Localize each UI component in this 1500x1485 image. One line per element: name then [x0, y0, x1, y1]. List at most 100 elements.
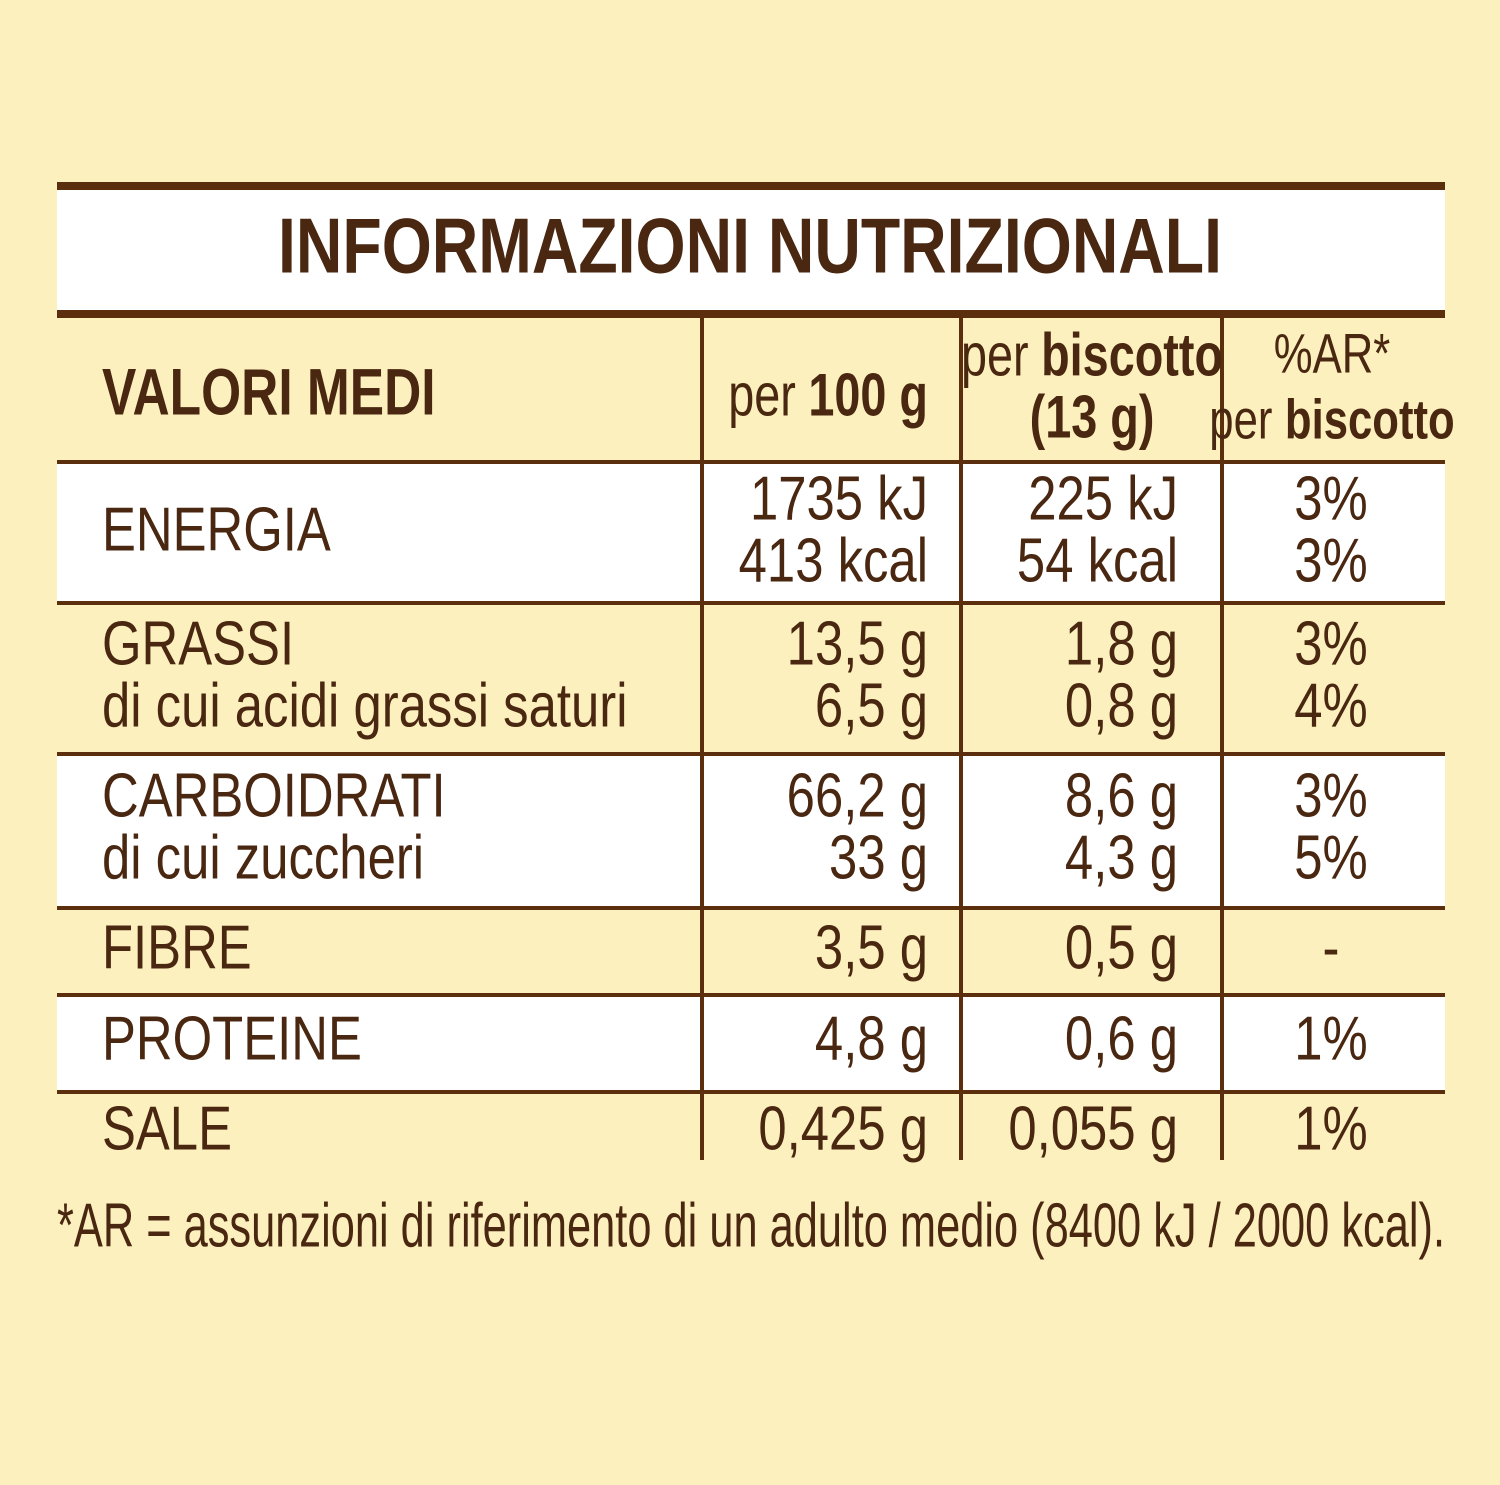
cell-value: 1%	[1294, 1005, 1367, 1074]
row-band	[57, 464, 1445, 602]
cell-value-group: 3%	[1294, 762, 1367, 831]
cell-value-group: 6,5 g	[815, 672, 928, 741]
cell-value-group: 0,055 g	[1008, 1095, 1178, 1164]
cell-value-group: 33 g	[829, 824, 928, 893]
cell-value-group: 1,8 g	[1065, 610, 1178, 679]
header-text: %AR*	[1274, 323, 1390, 385]
footnote: *AR = assunzioni di riferimento di un ad…	[57, 1191, 1445, 1260]
cell-value-group: 3%	[1294, 610, 1367, 679]
cell-value: 54 kcal	[1017, 527, 1178, 596]
row-label-group: CARBOIDRATI	[102, 762, 446, 831]
cell-value-group: 13,5 g	[787, 610, 928, 679]
cell-value: 1%	[1294, 1095, 1367, 1164]
row-label-group: GRASSI	[102, 610, 294, 679]
cell-value-group: 225 kJ	[1028, 465, 1178, 534]
cell-value-group: 8,6 g	[1065, 762, 1178, 831]
cell-value: 0,425 g	[758, 1095, 928, 1164]
row-label: GRASSI	[102, 610, 294, 679]
rules	[57, 182, 1445, 1160]
cell-value: 225 kJ	[1028, 465, 1178, 534]
cell-value: 3%	[1294, 610, 1367, 679]
header-text: biscotto	[1285, 389, 1455, 451]
cell-value: 66,2 g	[787, 762, 928, 831]
cell-value: 4,3 g	[1065, 824, 1178, 893]
cell-value: 1,8 g	[1065, 610, 1178, 679]
row-label: di cui zuccheri	[102, 824, 424, 893]
cell-value: -	[1323, 914, 1340, 983]
header-cell: per biscotto	[1209, 389, 1454, 451]
row-label: CARBOIDRATI	[102, 762, 446, 831]
header-cell-group: per biscotto	[1209, 389, 1454, 451]
row-label-group: di cui acidi grassi saturi	[102, 672, 627, 741]
row-label-group: di cui zuccheri	[102, 824, 424, 893]
row-label-group: PROTEINE	[102, 1005, 362, 1074]
cell-value: 3,5 g	[815, 914, 928, 983]
cell-value: 4,8 g	[815, 1005, 928, 1074]
row-label: di cui acidi grassi saturi	[102, 672, 627, 741]
cell-value-group: 54 kcal	[1017, 527, 1178, 596]
cell-value: 0,5 g	[1065, 914, 1178, 983]
row-label-group: FIBRE	[102, 914, 252, 983]
cell-value-group: 3%	[1294, 527, 1367, 596]
header-text: 100 g	[808, 362, 928, 429]
header-cell-group: per biscotto	[961, 322, 1223, 389]
row-label-group: SALE	[102, 1095, 232, 1164]
cell-value-group: 4,3 g	[1065, 824, 1178, 893]
cell-value: 4%	[1294, 672, 1367, 741]
cell-value: 5%	[1294, 824, 1367, 893]
cell-value-group: 4%	[1294, 672, 1367, 741]
cell-value-group: 0,425 g	[758, 1095, 928, 1164]
header-cell: per biscotto	[961, 322, 1223, 389]
cell-value: 0,8 g	[1065, 672, 1178, 741]
cell-value: 6,5 g	[815, 672, 928, 741]
cell-value-group: 1%	[1294, 1005, 1367, 1074]
cell-value-group: 413 kcal	[739, 527, 928, 596]
cell-value-group: 66,2 g	[787, 762, 928, 831]
title-band	[57, 190, 1445, 312]
cell-value-group: 1%	[1294, 1095, 1367, 1164]
header-cell: (13 g)	[1030, 384, 1155, 451]
header-text: per	[961, 322, 1029, 389]
header-label: VALORI MEDI	[102, 354, 436, 429]
cell-value: 0,6 g	[1065, 1005, 1178, 1074]
cell-value-group: -	[1323, 914, 1340, 983]
header-cell-group: %AR*	[1274, 323, 1390, 385]
cell-value: 8,6 g	[1065, 762, 1178, 831]
cell-value: 13,5 g	[787, 610, 928, 679]
cell-value-group: 5%	[1294, 824, 1367, 893]
header-text: per	[728, 362, 796, 429]
header-cell: %AR*	[1274, 323, 1390, 385]
cell-value-group: 4,8 g	[815, 1005, 928, 1074]
cell-value: 33 g	[829, 824, 928, 893]
header-text: biscotto	[1041, 322, 1223, 389]
row-label-group: ENERGIA	[102, 496, 331, 565]
title: INFORMAZIONI NUTRIZIONALI	[278, 202, 1222, 290]
cell-value-group: 0,8 g	[1065, 672, 1178, 741]
cell-value-group: 0,6 g	[1065, 1005, 1178, 1074]
cell-value-group: 3%	[1294, 465, 1367, 534]
row-label: SALE	[102, 1095, 232, 1164]
header-cell-group: per 100 g	[728, 362, 928, 429]
cell-value: 0,055 g	[1008, 1095, 1178, 1164]
row-label: PROTEINE	[102, 1005, 362, 1074]
header-text: (13 g)	[1030, 384, 1155, 451]
row-band	[57, 755, 1445, 907]
row-label: FIBRE	[102, 914, 252, 983]
cell-value: 3%	[1294, 762, 1367, 831]
row-label: ENERGIA	[102, 496, 331, 565]
header-cell: per 100 g	[728, 362, 928, 429]
cell-value: 413 kcal	[739, 527, 928, 596]
row-band	[57, 996, 1445, 1091]
cell-value: 3%	[1294, 527, 1367, 596]
header-text: per	[1209, 389, 1272, 451]
cell-value: 3%	[1294, 465, 1367, 534]
cell-value-group: 3,5 g	[815, 914, 928, 983]
cell-value-group: 0,5 g	[1065, 914, 1178, 983]
cell-value-group: 1735 kJ	[750, 465, 928, 534]
header-cell-group: (13 g)	[1030, 384, 1155, 451]
cell-value: 1735 kJ	[750, 465, 928, 534]
header-label-group: VALORI MEDI	[102, 354, 436, 429]
